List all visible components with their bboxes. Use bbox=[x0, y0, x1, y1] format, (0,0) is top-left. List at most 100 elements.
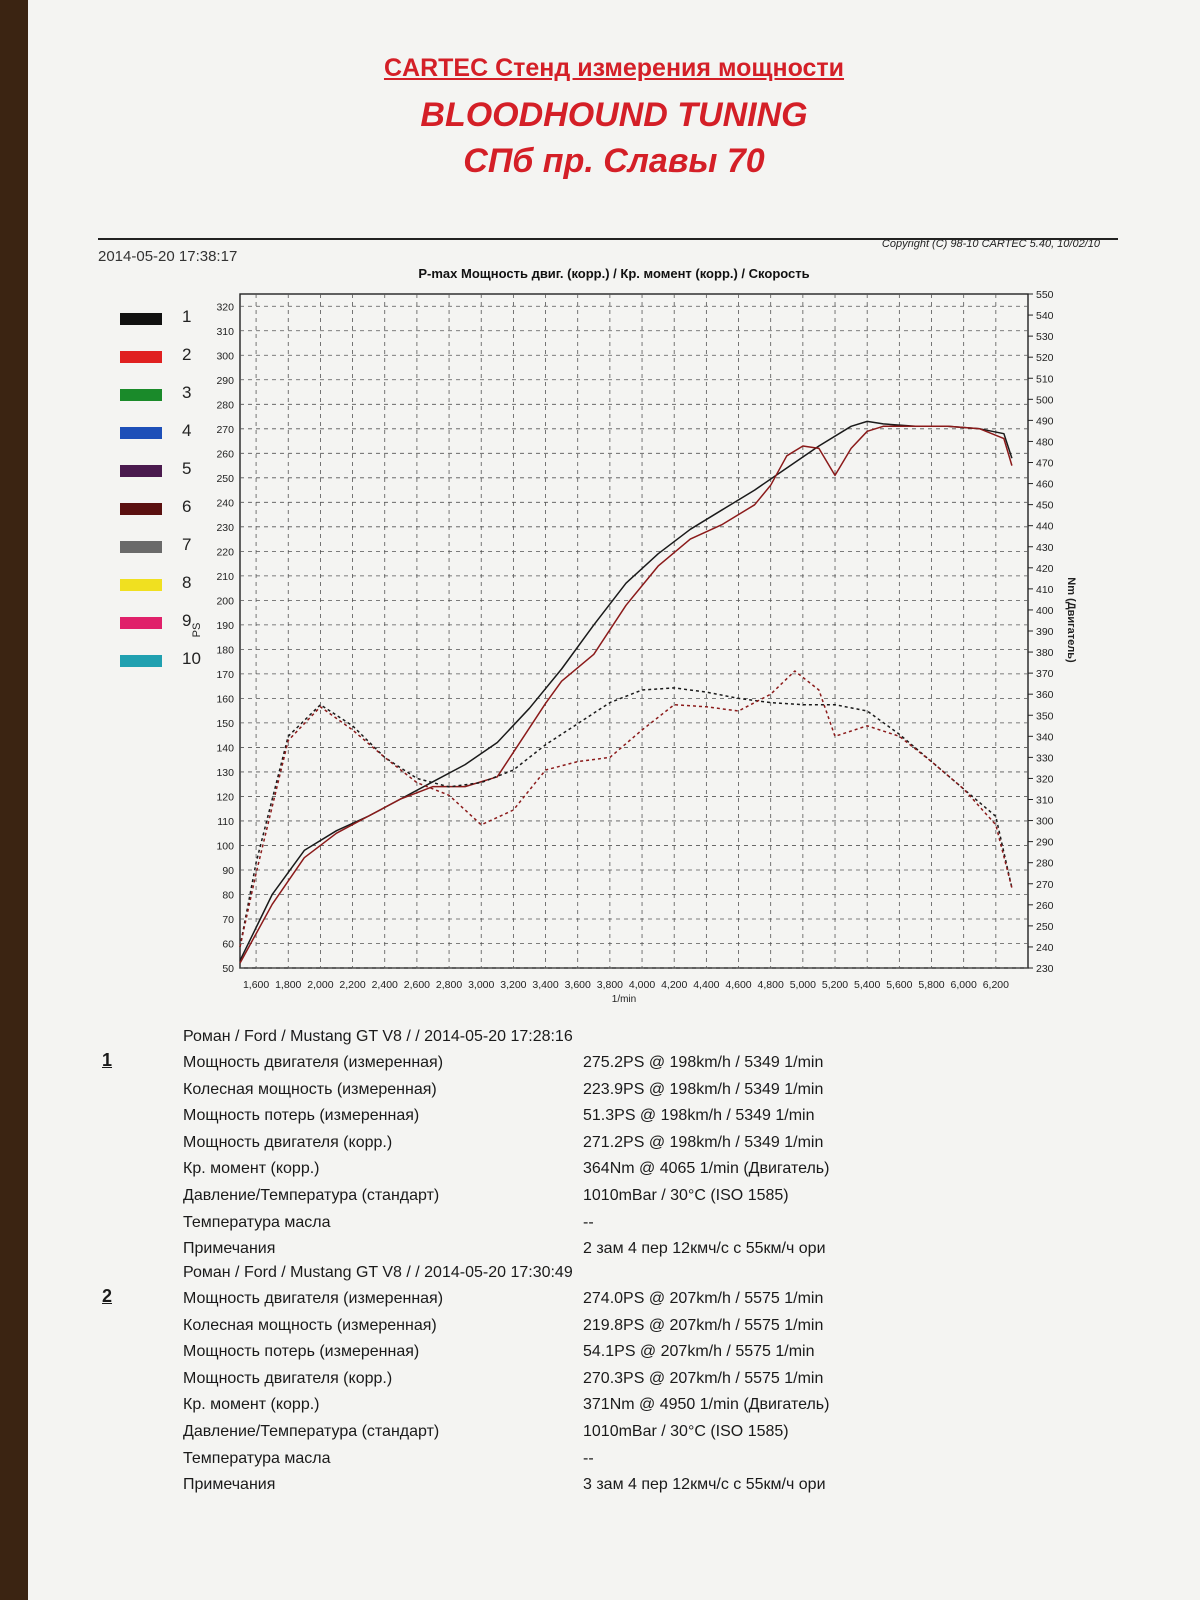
y-left-tick-label: 260 bbox=[216, 448, 234, 460]
result-value: 2 зам 4 пер 12кмч/с с 55км/ч ори bbox=[583, 1240, 826, 1258]
result-value: 275.2PS @ 198km/h / 5349 1/min bbox=[583, 1054, 824, 1071]
result-row: Мощность двигателя (корр.) 271.2PS @ 198k… bbox=[183, 1134, 1083, 1160]
x-tick-label: 3,200 bbox=[500, 979, 526, 991]
y-left-tick-label: 80 bbox=[222, 889, 234, 901]
y-left-tick-label: 110 bbox=[217, 816, 234, 828]
y-left-tick-label: 230 bbox=[216, 522, 234, 534]
legend-item-3: 3 bbox=[88, 381, 198, 419]
legend-item-9: 9 bbox=[88, 609, 198, 647]
y-left-tick-label: 310 bbox=[216, 326, 234, 338]
x-tick-label: 3,600 bbox=[565, 979, 591, 991]
legend-swatch bbox=[120, 503, 162, 515]
y-right-tick-label: 300 bbox=[1036, 816, 1054, 828]
result-row: Колесная мощность (измеренная) 219.8PS @ … bbox=[183, 1317, 1083, 1343]
y-left-tick-label: 90 bbox=[222, 865, 234, 877]
print-date: 2014-05-20 17:38:17 bbox=[98, 248, 238, 265]
result-label: Мощность потерь (измеренная) bbox=[183, 1343, 420, 1361]
legend-label: 9 bbox=[182, 611, 192, 630]
y-right-tick-label: 500 bbox=[1036, 394, 1054, 406]
header-rule bbox=[98, 238, 1118, 240]
legend-swatch bbox=[120, 541, 162, 553]
result-label: Примечания bbox=[183, 1240, 276, 1258]
run-header: Роман / Ford / Mustang GT V8 / / 2014-05… bbox=[183, 1028, 573, 1045]
legend-swatch bbox=[120, 465, 162, 477]
run-number: 1 bbox=[102, 1050, 113, 1070]
y-left-tick-label: 190 bbox=[216, 620, 234, 632]
x-tick-label: 2,400 bbox=[372, 979, 398, 991]
y-left-tick-label: 130 bbox=[216, 767, 234, 779]
legend-label: 4 bbox=[182, 421, 192, 440]
y-right-tick-label: 430 bbox=[1036, 542, 1054, 554]
legend-swatch bbox=[120, 351, 162, 363]
y-left-tick-label: 180 bbox=[216, 644, 234, 656]
result-row: Давление/Температура (стандарт) 1010mBar … bbox=[183, 1423, 1083, 1449]
x-tick-label: 6,000 bbox=[951, 979, 977, 991]
result-row: Мощность двигателя (измеренная) 275.2PS @… bbox=[183, 1054, 1083, 1080]
legend-item-5: 5 bbox=[88, 457, 198, 495]
header-line-2: BLOODHOUND TUNING bbox=[420, 96, 808, 134]
legend-label: 3 bbox=[182, 383, 192, 402]
result-value: 271.2PS @ 198km/h / 5349 1/min bbox=[583, 1133, 824, 1151]
result-label: Температура масла bbox=[183, 1449, 331, 1467]
y-left-tick-label: 240 bbox=[216, 497, 234, 509]
result-row: Температура масла -- bbox=[183, 1214, 1083, 1240]
y-right-tick-label: 310 bbox=[1036, 795, 1054, 807]
y-left-tick-label: 320 bbox=[216, 301, 234, 313]
y-right-tick-label: 340 bbox=[1036, 731, 1054, 743]
result-label: Примечания bbox=[183, 1476, 276, 1494]
copyright-note: Copyright (C) 98-10 CARTEC 5.40, 10/02/1… bbox=[881, 238, 1100, 250]
result-value: -- bbox=[583, 1213, 594, 1231]
run-header: Роман / Ford / Mustang GT V8 / / 2014-05… bbox=[183, 1264, 573, 1281]
result-value: 274.0PS @ 207km/h / 5575 1/min bbox=[583, 1290, 824, 1307]
y-right-tick-label: 540 bbox=[1036, 310, 1054, 322]
y-right-tick-label: 370 bbox=[1036, 668, 1054, 680]
y-left-tick-label: 60 bbox=[222, 938, 234, 950]
y-right-tick-label: 280 bbox=[1036, 858, 1054, 870]
result-value: 3 зам 4 пер 12кмч/с с 55км/ч ори bbox=[583, 1476, 826, 1494]
y-left-axis-label: PS bbox=[191, 623, 203, 638]
x-tick-label: 5,400 bbox=[854, 979, 880, 991]
result-row: Кр. момент (корр.) 364Nm @ 4065 1/min (Дв… bbox=[183, 1160, 1083, 1186]
y-right-tick-label: 390 bbox=[1036, 626, 1054, 638]
x-tick-label: 2,000 bbox=[307, 979, 333, 991]
result-row: Примечания 3 зам 4 пер 12кмч/с с 55км/ч о… bbox=[183, 1476, 1083, 1502]
legend-label: 6 bbox=[182, 497, 192, 516]
result-label: Мощность двигателя (измеренная) bbox=[183, 1290, 444, 1307]
result-value: 1010mBar / 30°C (ISO 1585) bbox=[583, 1187, 789, 1204]
y-left-tick-label: 100 bbox=[216, 840, 234, 852]
y-right-tick-label: 330 bbox=[1036, 752, 1054, 764]
y-right-tick-label: 510 bbox=[1036, 373, 1054, 385]
x-tick-label: 2,200 bbox=[339, 979, 365, 991]
result-row: Мощность потерь (измеренная) 51.3PS @ 198… bbox=[183, 1107, 1083, 1133]
x-tick-label: 4,800 bbox=[758, 979, 784, 991]
y-right-tick-label: 240 bbox=[1036, 942, 1054, 954]
x-tick-label: 3,000 bbox=[468, 979, 494, 991]
result-value: 223.9PS @ 198km/h / 5349 1/min bbox=[583, 1080, 824, 1098]
y-right-tick-label: 230 bbox=[1036, 963, 1054, 975]
result-row: Мощность двигателя (измеренная) 274.0PS @… bbox=[183, 1290, 1083, 1316]
result-row: Колесная мощность (измеренная) 223.9PS @ … bbox=[183, 1081, 1083, 1107]
result-row: Мощность потерь (измеренная) 54.1PS @ 207… bbox=[183, 1343, 1083, 1369]
result-value: 364Nm @ 4065 1/min (Двигатель) bbox=[583, 1160, 830, 1178]
series-torque-run-2 bbox=[239, 670, 1013, 948]
header-line-3: СПб пр. Славы 70 bbox=[463, 142, 765, 180]
x-tick-label: 3,400 bbox=[532, 979, 558, 991]
y-right-tick-label: 410 bbox=[1036, 584, 1054, 596]
y-left-tick-label: 300 bbox=[216, 350, 234, 362]
y-left-tick-label: 270 bbox=[216, 424, 234, 436]
y-left-tick-label: 150 bbox=[216, 718, 234, 730]
series-power-run-2 bbox=[239, 425, 1013, 964]
y-left-tick-label: 140 bbox=[216, 742, 234, 754]
legend-swatch bbox=[120, 427, 162, 439]
result-label: Мощность двигателя (корр.) bbox=[183, 1133, 393, 1151]
y-right-tick-label: 480 bbox=[1036, 436, 1054, 448]
y-right-tick-label: 520 bbox=[1036, 352, 1054, 364]
y-left-tick-label: 290 bbox=[216, 375, 234, 387]
x-tick-label: 5,000 bbox=[790, 979, 816, 991]
y-right-tick-label: 380 bbox=[1036, 647, 1054, 659]
legend-label: 10 bbox=[182, 649, 201, 668]
legend-swatch bbox=[120, 617, 162, 629]
run-number: 2 bbox=[102, 1286, 113, 1306]
result-label: Давление/Температура (стандарт) bbox=[183, 1187, 440, 1204]
result-label: Кр. момент (корр.) bbox=[183, 1396, 320, 1414]
